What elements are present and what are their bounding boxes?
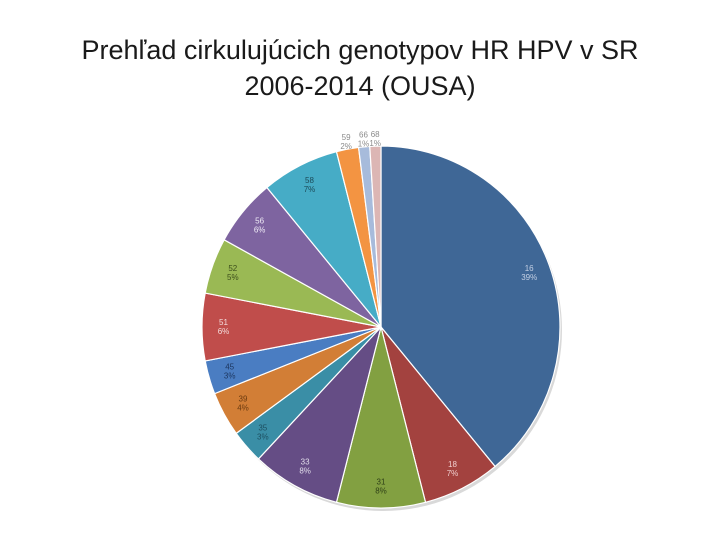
slice-label-52: 52 5%	[227, 264, 239, 282]
slice-label-45: 45 3%	[224, 362, 236, 380]
slice-label-59: 59 2%	[340, 133, 352, 151]
pie-slice-16	[380, 145, 561, 468]
slice-label-35: 35 3%	[257, 423, 269, 441]
slide-title: Prehľad cirkulujúcich genotypov HR HPV v…	[0, 32, 720, 104]
slice-label-58: 58 7%	[304, 176, 316, 194]
slice-label-33: 33 8%	[299, 458, 311, 476]
slide-title-line-1: Prehľad cirkulujúcich genotypov HR HPV v…	[81, 35, 639, 65]
slice-label-39: 39 4%	[237, 395, 249, 413]
pie-slice-68	[369, 145, 382, 328]
slice-label-66: 66 1%	[358, 131, 370, 149]
slice-label-31: 31 8%	[375, 477, 387, 495]
slice-label-16: 16 39%	[521, 264, 537, 282]
pie-slice-33	[257, 326, 382, 504]
slide-title-line-2: 2006-2014 (OUSA)	[244, 71, 476, 101]
slice-label-51: 51 6%	[218, 318, 230, 336]
slice-label-56: 56 6%	[254, 217, 266, 235]
slice-label-18: 18 7%	[447, 460, 459, 478]
slice-label-68: 68 1%	[369, 130, 381, 148]
pie-slice-31	[335, 326, 427, 509]
